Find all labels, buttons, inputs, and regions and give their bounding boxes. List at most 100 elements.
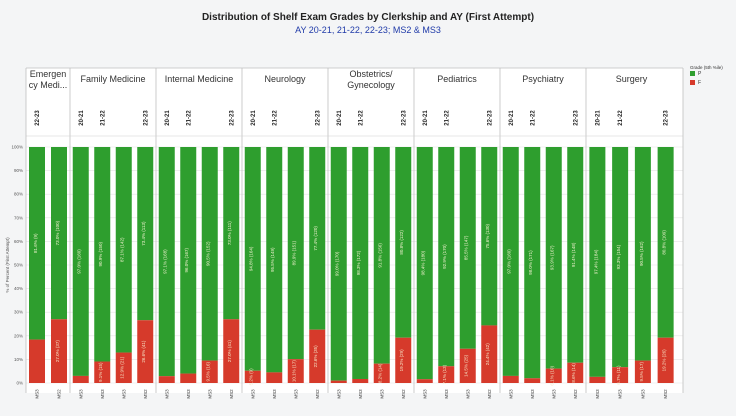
fail-bar bbox=[395, 337, 412, 383]
pass-bar bbox=[201, 147, 218, 361]
student-level-label: MS3 bbox=[336, 389, 341, 399]
pass-bar bbox=[29, 147, 45, 340]
fail-data-label: 9.1% (15) bbox=[98, 362, 103, 382]
pass-bar bbox=[330, 147, 347, 381]
fail-data-label: 24.4% (42) bbox=[485, 343, 490, 366]
pass-data-label: 89.9% (151) bbox=[292, 240, 297, 265]
pass-bar bbox=[352, 147, 369, 379]
student-level-label: MS3 bbox=[207, 389, 212, 399]
pass-data-label: 95.5% (149) bbox=[270, 247, 275, 272]
student-level-label: MS3 bbox=[121, 389, 126, 399]
y-tick-label: 30% bbox=[14, 310, 23, 315]
pass-bar bbox=[180, 147, 197, 374]
pass-bar bbox=[373, 147, 390, 364]
y-tick-label: 40% bbox=[14, 286, 23, 291]
fail-data-label: 12.9% (21) bbox=[120, 356, 125, 379]
fail-bar bbox=[481, 325, 498, 383]
student-level-label: MS3 bbox=[551, 389, 556, 399]
fail-data-label: 5.2% (9) bbox=[249, 368, 254, 386]
fail-bar bbox=[524, 378, 541, 383]
academic-year-label: 22-23 bbox=[315, 110, 321, 126]
fail-bar bbox=[634, 360, 651, 383]
student-level-label: MS3 bbox=[164, 389, 169, 399]
fail-bar bbox=[589, 376, 606, 383]
fail-bar bbox=[266, 372, 283, 383]
pass-data-label: 90.9% (150) bbox=[98, 242, 103, 267]
academic-year-label: 21-22 bbox=[100, 110, 106, 126]
fail-bar bbox=[158, 376, 175, 383]
pass-data-label: 77.4% (120) bbox=[313, 226, 318, 251]
fail-bar bbox=[545, 368, 562, 383]
student-level-label: MS3 bbox=[272, 389, 277, 399]
fail-bar bbox=[657, 337, 674, 383]
student-level-label: MS3 bbox=[35, 389, 40, 399]
fail-data-label: 9.5% (16) bbox=[206, 362, 211, 382]
pass-data-label: 80.8% (109) bbox=[662, 230, 667, 255]
clerkship-name: Gynecology bbox=[347, 80, 395, 90]
fail-bar bbox=[29, 339, 45, 383]
pass-bar bbox=[115, 147, 132, 353]
fail-bar bbox=[115, 352, 132, 383]
fail-data-label: 10.1% (17) bbox=[292, 360, 297, 383]
academic-year-label: 21-22 bbox=[444, 110, 450, 126]
fail-bar bbox=[373, 363, 390, 383]
fail-bar bbox=[223, 319, 240, 383]
academic-year-label: 21-22 bbox=[186, 110, 192, 126]
academic-year-label: 22-23 bbox=[229, 110, 235, 126]
fail-bar bbox=[567, 362, 584, 383]
pass-data-label: 94.8% (164) bbox=[249, 246, 254, 271]
pass-bar bbox=[51, 147, 67, 320]
pass-bar bbox=[438, 147, 455, 367]
academic-year-label: 21-22 bbox=[530, 110, 536, 126]
pass-bar bbox=[567, 147, 584, 363]
student-level-label: MS3 bbox=[293, 389, 298, 399]
pass-bar bbox=[459, 147, 476, 349]
fail-data-label: 8.6% (14) bbox=[571, 363, 576, 383]
pass-bar bbox=[287, 147, 304, 360]
pass-bar bbox=[634, 147, 651, 361]
academic-year-label: 20-21 bbox=[423, 110, 429, 126]
academic-year-label: 20-21 bbox=[79, 110, 85, 126]
pass-bar bbox=[524, 147, 541, 379]
academic-year-label: 21-22 bbox=[618, 110, 624, 126]
pass-data-label: 81.6% (9) bbox=[33, 233, 38, 253]
fail-bar bbox=[416, 379, 433, 383]
y-tick-label: 100% bbox=[11, 145, 23, 150]
fail-data-label: 8.2% (14) bbox=[378, 363, 383, 383]
y-tick-label: 60% bbox=[14, 239, 23, 244]
pass-data-label: 99.0% (170) bbox=[335, 251, 340, 276]
fail-data-label: 6.7% (11) bbox=[616, 365, 621, 385]
clerkship-name: Pediatrics bbox=[437, 74, 477, 84]
y-tick-label: 0% bbox=[16, 381, 23, 386]
pass-bar bbox=[266, 147, 283, 373]
fail-data-label: 9.5% (17) bbox=[639, 362, 644, 382]
student-level-label: MS3 bbox=[444, 389, 449, 399]
fail-bar bbox=[51, 319, 67, 383]
pass-data-label: 97.0% (160) bbox=[507, 249, 512, 274]
pass-bar bbox=[395, 147, 412, 338]
fail-bar bbox=[612, 367, 629, 383]
student-level-label: MS3 bbox=[640, 389, 645, 399]
legend-label-F: F bbox=[698, 80, 701, 86]
pass-data-label: 93.9% (167) bbox=[550, 245, 555, 270]
y-axis-label: % of Percent (First Attempt) bbox=[5, 237, 10, 293]
pass-data-label: 97.4% (184) bbox=[593, 249, 598, 274]
fail-bar bbox=[244, 370, 261, 383]
pass-bar bbox=[545, 147, 562, 369]
pass-data-label: 91.4% (148) bbox=[571, 242, 576, 267]
fail-bar bbox=[330, 380, 347, 383]
student-level-label: MS3 bbox=[250, 389, 255, 399]
pass-bar bbox=[657, 147, 674, 338]
clerkship-name: Internal Medicine bbox=[165, 74, 234, 84]
student-level-label: MS3 bbox=[422, 389, 427, 399]
pass-data-label: 91.8% (156) bbox=[378, 243, 383, 268]
pass-bar bbox=[481, 147, 498, 326]
fail-bar bbox=[438, 366, 455, 383]
y-tick-label: 20% bbox=[14, 333, 23, 338]
academic-year-label: 21-22 bbox=[272, 110, 278, 126]
pass-bar bbox=[244, 147, 261, 371]
legend-title: Grade (5th %ile) bbox=[690, 65, 723, 70]
fail-bar bbox=[180, 373, 197, 383]
student-level-label: MS3 bbox=[186, 389, 191, 399]
student-level-label: MS3 bbox=[508, 389, 513, 399]
